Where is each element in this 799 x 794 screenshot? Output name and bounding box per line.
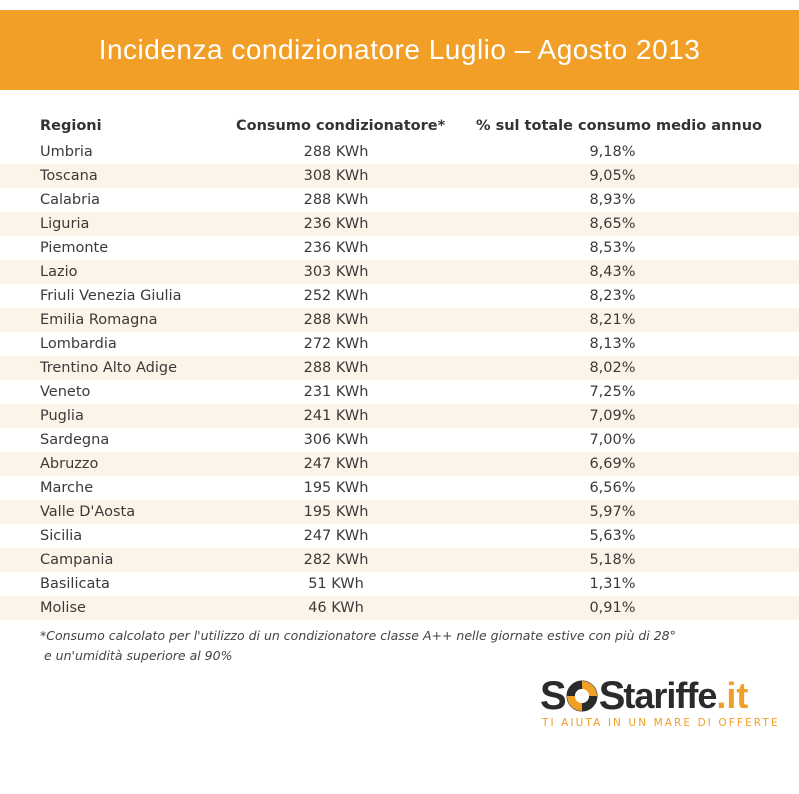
table-row: Umbria 288 KWh 9,18%	[0, 140, 799, 164]
cell-regione: Calabria	[40, 192, 101, 208]
cell-regione: Lazio	[40, 264, 78, 280]
table-row: Trentino Alto Adige 288 KWh 8,02%	[0, 356, 799, 380]
cell-consumo: 195 KWh	[303, 480, 369, 496]
cell-percentuale: 8,02%	[589, 360, 636, 376]
cell-regione: Trentino Alto Adige	[40, 360, 177, 376]
cell-consumo: 195 KWh	[303, 504, 369, 520]
cell-consumo: 236 KWh	[303, 216, 369, 232]
table-row: Lazio 303 KWh 8,43%	[0, 260, 799, 284]
page-title: Incidenza condizionatore Luglio – Agosto…	[0, 10, 799, 90]
cell-regione: Campania	[40, 552, 114, 568]
cell-regione: Toscana	[40, 168, 98, 184]
cell-regione: Basilicata	[40, 576, 110, 592]
cell-consumo: 308 KWh	[303, 168, 369, 184]
cell-percentuale: 8,53%	[589, 240, 636, 256]
cell-regione: Friuli Venezia Giulia	[40, 288, 182, 304]
table-row: Lombardia 272 KWh 8,13%	[0, 332, 799, 356]
cell-percentuale: 0,91%	[589, 600, 636, 616]
table-row: Sicilia 247 KWh 5,63%	[0, 524, 799, 548]
logo-text-s1: S	[540, 673, 567, 718]
cell-percentuale: 9,18%	[589, 144, 636, 160]
cell-consumo: 46 KWh	[308, 600, 364, 616]
table-row: Molise 46 KWh 0,91%	[0, 596, 799, 620]
cell-regione: Lombardia	[40, 336, 117, 352]
cell-consumo: 241 KWh	[303, 408, 369, 424]
table-row: Abruzzo 247 KWh 6,69%	[0, 452, 799, 476]
cell-regione: Veneto	[40, 384, 91, 400]
cell-percentuale: 8,23%	[589, 288, 636, 304]
cell-percentuale: 1,31%	[589, 576, 636, 592]
cell-percentuale: 7,09%	[589, 408, 636, 424]
cell-consumo: 288 KWh	[303, 144, 369, 160]
cell-consumo: 236 KWh	[303, 240, 369, 256]
table-row: Campania 282 KWh 5,18%	[0, 548, 799, 572]
cell-consumo: 288 KWh	[303, 192, 369, 208]
cell-percentuale: 9,05%	[589, 168, 636, 184]
logo-text-it: .it	[716, 675, 749, 716]
table-row: Toscana 308 KWh 9,05%	[0, 164, 799, 188]
logo-text-tariffe: tariffe	[623, 675, 717, 716]
table-row: Friuli Venezia Giulia 252 KWh 8,23%	[0, 284, 799, 308]
cell-regione: Sicilia	[40, 528, 83, 544]
data-table: Regioni Consumo condizionatore* % sul to…	[0, 114, 799, 620]
cell-consumo: 288 KWh	[303, 312, 369, 328]
table-row: Liguria 236 KWh 8,65%	[0, 212, 799, 236]
cell-consumo: 247 KWh	[303, 528, 369, 544]
footnote: *Consumo calcolato per l'utilizzo di un …	[40, 626, 760, 666]
cell-percentuale: 5,97%	[589, 504, 636, 520]
cell-percentuale: 7,00%	[589, 432, 636, 448]
cell-regione: Puglia	[40, 408, 84, 424]
cell-regione: Abruzzo	[40, 456, 99, 472]
cell-consumo: 252 KWh	[303, 288, 369, 304]
cell-percentuale: 8,93%	[589, 192, 636, 208]
table-row: Calabria 288 KWh 8,93%	[0, 188, 799, 212]
cell-percentuale: 8,21%	[589, 312, 636, 328]
cell-regione: Emilia Romagna	[40, 312, 158, 328]
sostariffe-logo: S S tariffe .it TI AIUTA IN UN MARE DI O…	[540, 674, 785, 734]
cell-consumo: 51 KWh	[308, 576, 364, 592]
logo-wordmark: S S tariffe .it	[540, 674, 748, 718]
table-row: Puglia 241 KWh 7,09%	[0, 404, 799, 428]
cell-consumo: 303 KWh	[303, 264, 369, 280]
cell-consumo: 288 KWh	[303, 360, 369, 376]
table-row: Veneto 231 KWh 7,25%	[0, 380, 799, 404]
table-row: Emilia Romagna 288 KWh 8,21%	[0, 308, 799, 332]
cell-percentuale: 5,63%	[589, 528, 636, 544]
table-row: Piemonte 236 KWh 8,53%	[0, 236, 799, 260]
table-header-row: Regioni Consumo condizionatore* % sul to…	[0, 114, 799, 140]
footnote-line-1: *Consumo calcolato per l'utilizzo di un …	[40, 628, 676, 643]
lifebuoy-icon	[566, 680, 598, 712]
cell-consumo: 247 KWh	[303, 456, 369, 472]
cell-regione: Molise	[40, 600, 86, 616]
cell-regione: Piemonte	[40, 240, 109, 256]
logo-tagline: TI AIUTA IN UN MARE DI OFFERTE	[542, 717, 780, 729]
cell-percentuale: 7,25%	[589, 384, 636, 400]
table-row: Valle D'Aosta 195 KWh 5,97%	[0, 500, 799, 524]
table-row: Marche 195 KWh 6,56%	[0, 476, 799, 500]
column-header-consumo: Consumo condizionatore*	[236, 118, 446, 134]
footnote-line-2: e un'umidità superiore al 90%	[44, 648, 233, 663]
cell-regione: Valle D'Aosta	[40, 504, 136, 520]
top-band	[0, 0, 799, 10]
cell-percentuale: 8,13%	[589, 336, 636, 352]
table-row: Sardegna 306 KWh 7,00%	[0, 428, 799, 452]
cell-consumo: 272 KWh	[303, 336, 369, 352]
cell-percentuale: 8,65%	[589, 216, 636, 232]
column-header-percentuale: % sul totale consumo medio annuo	[476, 118, 762, 134]
cell-percentuale: 6,69%	[589, 456, 636, 472]
cell-consumo: 282 KWh	[303, 552, 369, 568]
column-header-regioni: Regioni	[40, 118, 102, 134]
cell-consumo: 231 KWh	[303, 384, 369, 400]
cell-percentuale: 8,43%	[589, 264, 636, 280]
cell-percentuale: 5,18%	[589, 552, 636, 568]
logo-text-s2: S	[598, 673, 626, 718]
cell-regione: Marche	[40, 480, 94, 496]
cell-consumo: 306 KWh	[303, 432, 369, 448]
cell-regione: Sardegna	[40, 432, 110, 448]
cell-regione: Umbria	[40, 144, 93, 160]
cell-regione: Liguria	[40, 216, 90, 232]
table-row: Basilicata 51 KWh 1,31%	[0, 572, 799, 596]
cell-percentuale: 6,56%	[589, 480, 636, 496]
